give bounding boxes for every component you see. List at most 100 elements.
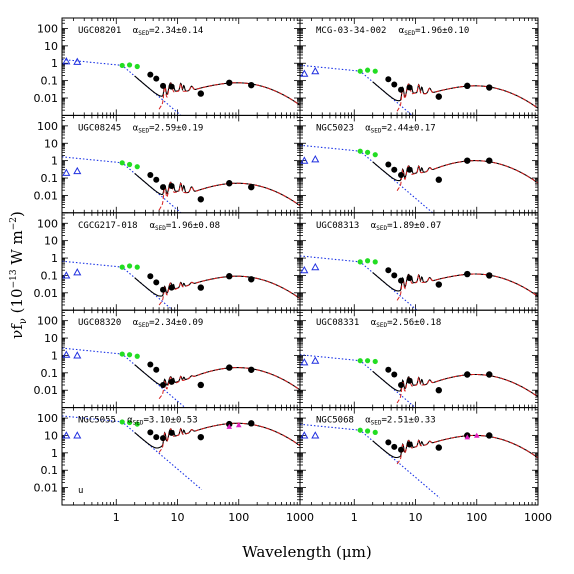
mir-point [168, 429, 175, 436]
x-tick-label: 1000 [524, 511, 552, 524]
total-model-line [372, 434, 538, 459]
y-tick-label: 1 [51, 57, 58, 70]
mir-point [398, 86, 405, 93]
y-tick-label: 0.01 [34, 482, 59, 495]
uv-point [62, 431, 71, 439]
mir-point [147, 429, 154, 436]
sed-panel: NGC5023 αSED=2.44±0.17 [299, 114, 539, 214]
fir-point [248, 81, 255, 89]
y-tick-label: 1 [51, 447, 58, 460]
mir-point [406, 166, 413, 173]
x-tick-label: 10 [171, 511, 185, 524]
uv-point [300, 265, 309, 274]
y-axis-label: νfν (10−13 W m−2) [8, 211, 29, 339]
mir-point [385, 161, 392, 168]
uv-point [311, 66, 320, 75]
stellar-model-line [62, 156, 182, 213]
panel-curves [62, 347, 300, 408]
sed-panel: MCG-03-34-002 αSED=1.96±0.10 [299, 17, 539, 116]
y-tick-label: 0.1 [41, 367, 59, 380]
nir-point [134, 264, 140, 270]
sed-panel: UGC08331 αSED=2.56±0.18 [299, 309, 539, 409]
fir-point [226, 273, 233, 280]
x-tick-label: 1 [113, 511, 120, 524]
fir-point [486, 272, 493, 279]
dust-model-line [158, 367, 300, 400]
nir-point [119, 419, 125, 425]
x-tick-label: 100 [228, 511, 249, 524]
total-model-line [134, 172, 300, 207]
y-tick-label: 100 [37, 22, 58, 35]
mir-point [147, 71, 154, 78]
y-tick-label: 10 [44, 235, 58, 248]
nir-point [126, 62, 133, 68]
fir-point [248, 420, 255, 427]
mir-point [398, 446, 405, 453]
mir-point [385, 366, 392, 373]
nir-point [134, 353, 140, 359]
y-tick-label: 10 [44, 429, 58, 442]
y-tick-label: 0.01 [34, 92, 59, 105]
galaxy-name: MCG-03-34-002 [316, 26, 386, 36]
panel-curves [62, 260, 300, 311]
y-tick-label: 100 [37, 412, 58, 425]
dust-model-line [158, 275, 300, 306]
mir-point [391, 371, 398, 378]
panel-curves [300, 144, 538, 213]
uv-point [73, 268, 82, 276]
mir-point [385, 267, 392, 274]
panel-frame [299, 407, 539, 506]
sed-panel: UGC08313 αSED=1.89±0.07 [299, 212, 539, 311]
y-tick-label: 0.01 [34, 189, 59, 202]
uv-point [300, 358, 309, 366]
mir-point [385, 439, 392, 446]
mir-point [406, 377, 413, 384]
fir-point [435, 176, 442, 183]
mir-point [391, 81, 398, 88]
fir-point [464, 157, 471, 164]
fir-point [197, 433, 204, 441]
panels-group: 0.01 0.1 1 10 100 UGC08201 αSED=2.34±0.14 MCG-0… [34, 17, 552, 524]
mir-point [160, 184, 167, 191]
uv-point [62, 271, 71, 279]
uv-point [300, 431, 309, 439]
fir-point [248, 276, 255, 283]
sed-panel: 0.01 0.1 1 10 100 CGCG217-018 αSED=1.96±0.08 [34, 212, 301, 311]
fir-point [226, 364, 233, 371]
uv-point [73, 166, 82, 175]
galaxy-name: UGC08201 [78, 26, 121, 36]
mir-point [160, 381, 167, 388]
nir-point [372, 152, 378, 158]
mir-point [153, 366, 160, 373]
x-tick-label: 1 [351, 511, 358, 524]
y-tick-label: 0.1 [41, 464, 59, 477]
y-tick-label: 100 [37, 315, 58, 328]
dust-model-line [158, 422, 300, 453]
stellar-model-line [62, 415, 202, 491]
panel-curves [62, 415, 300, 491]
nir-point [372, 68, 378, 74]
y-tick-label: 0.1 [41, 269, 59, 282]
alpha-sed-label: αSED=1.96±0.10 [399, 26, 469, 37]
nir-point [372, 358, 378, 365]
galaxy-name: NGC5068 [316, 416, 354, 426]
dust-model-line [396, 273, 538, 301]
x-tick-label: 1000 [286, 511, 314, 524]
mir-point [153, 434, 160, 441]
sed-panel: 0.01 0.1 1 10 100 1 10 100 1000 NGC5055 αSED=3.10±… [34, 407, 314, 524]
galaxy-name: UGC08331 [316, 318, 359, 328]
mir-point [153, 176, 160, 183]
mir-point [391, 272, 398, 279]
fir-point [197, 196, 204, 203]
nir-point [357, 427, 363, 433]
mir-point [168, 182, 175, 189]
alpha-sed-label: αSED=2.56±0.18 [371, 318, 441, 329]
uv-point [73, 57, 82, 65]
mir-point [160, 82, 167, 89]
stellar-model-line [62, 58, 182, 116]
mir-point [391, 443, 398, 450]
mir-point [168, 284, 175, 291]
sed-panel: 0.01 0.1 1 10 100 UGC08320 αSED=2.34±0.09 [34, 309, 301, 409]
fir-point [464, 371, 471, 378]
